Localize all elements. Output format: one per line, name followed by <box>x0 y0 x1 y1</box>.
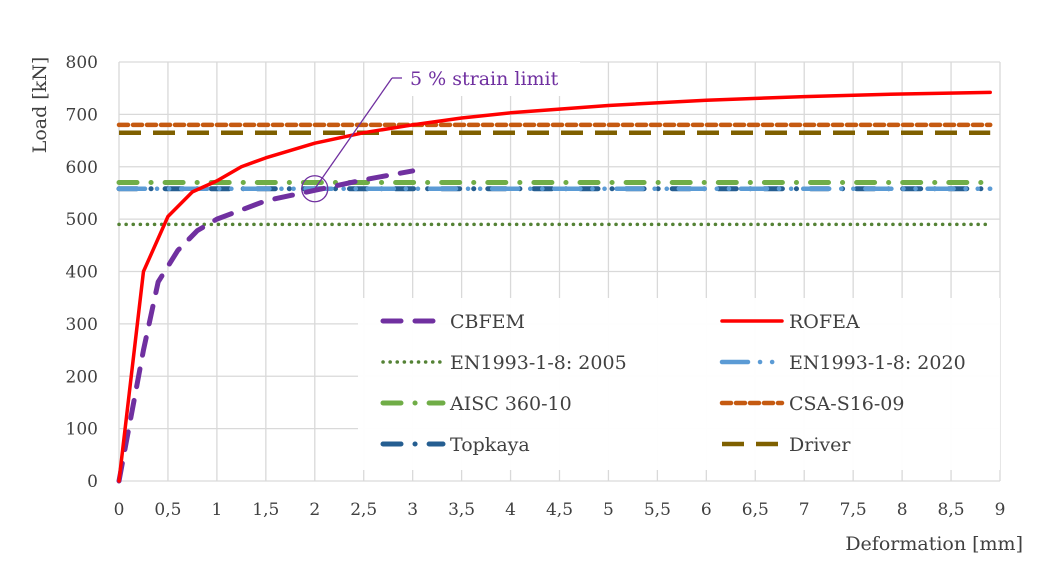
x-tick-label: 2 <box>309 500 320 520</box>
legend-label: EN1993-1-8: 2005 <box>450 352 627 374</box>
y-tick-label: 100 <box>66 420 98 440</box>
x-tick-label: 0 <box>114 500 125 520</box>
x-tick-label: 2,5 <box>350 500 377 520</box>
series-line-cbfem <box>116 168 416 484</box>
annotation-label: 5 % strain limit <box>410 68 559 90</box>
x-tick-label: 4,5 <box>546 500 573 520</box>
legend-label: AISC 360-10 <box>449 393 572 415</box>
y-tick-label: 200 <box>66 367 98 387</box>
x-tick-label: 4 <box>505 500 516 520</box>
y-tick-label: 700 <box>66 105 98 125</box>
x-tick-label: 7 <box>799 500 810 520</box>
x-tick-label: 5 <box>603 500 614 520</box>
x-tick-label: 6,5 <box>742 500 769 520</box>
legend-label: CSA-S16-09 <box>789 393 904 415</box>
y-tick-label: 600 <box>66 158 98 178</box>
y-tick-label: 300 <box>66 315 98 335</box>
series-line-rofea <box>117 90 992 483</box>
x-tick-label: 7,5 <box>840 500 867 520</box>
legend-label: CBFEM <box>450 311 525 333</box>
x-tick-label: 0,5 <box>154 500 181 520</box>
x-axis-label: Deformation [mm] <box>845 533 1023 555</box>
annotation: 5 % strain limit <box>301 62 580 203</box>
y-tick-label: 0 <box>87 472 98 492</box>
ticks: 0 0,5 1 1,5 2 2,5 3 3,5 4 4,5 5 5,5 6 6,5 7 7,5 8 8,5 9 0 10… <box>66 53 1006 520</box>
legend-label: EN1993-1-8: 2020 <box>789 352 966 374</box>
x-tick-label: 3,5 <box>448 500 475 520</box>
y-tick-label: 400 <box>66 263 98 283</box>
x-tick-label: 5,5 <box>644 500 671 520</box>
legend: CBFEM ROFEA EN1993-1-8: 2005 EN1993-1-8: 20… <box>358 298 1000 470</box>
x-tick-label: 1 <box>211 500 222 520</box>
x-tick-label: 9 <box>995 500 1006 520</box>
legend-label: Topkaya <box>450 434 530 456</box>
x-tick-label: 8,5 <box>938 500 965 520</box>
legend-label: ROFEA <box>789 311 860 333</box>
x-tick-label: 6 <box>701 500 712 520</box>
legend-label: Driver <box>789 434 851 456</box>
annotation-leader <box>314 77 393 190</box>
y-tick-label: 500 <box>66 210 98 230</box>
x-tick-label: 8 <box>897 500 908 520</box>
x-tick-label: 1,5 <box>252 500 279 520</box>
x-tick-label: 3 <box>407 500 418 520</box>
series-lines <box>116 90 993 484</box>
y-axis-label: Load [kN] <box>29 57 51 154</box>
annotation-circle <box>301 175 329 203</box>
y-tick-label: 800 <box>66 53 98 73</box>
